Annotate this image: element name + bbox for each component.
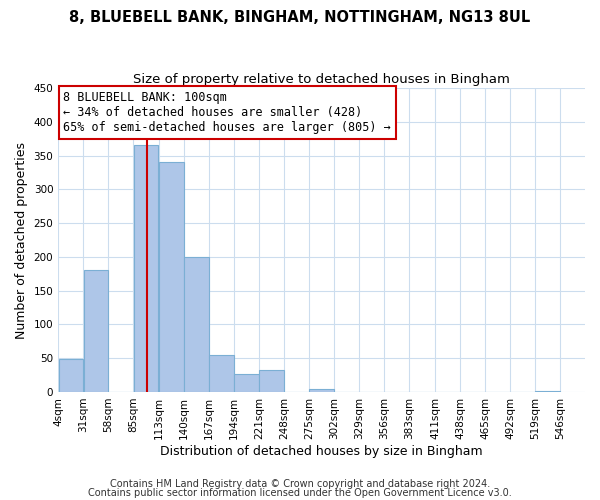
Bar <box>184 257 209 392</box>
Bar <box>134 146 158 392</box>
Bar <box>235 374 259 392</box>
Y-axis label: Number of detached properties: Number of detached properties <box>15 142 28 338</box>
Bar <box>59 359 83 392</box>
Bar <box>310 388 334 392</box>
Text: Contains public sector information licensed under the Open Government Licence v3: Contains public sector information licen… <box>88 488 512 498</box>
Text: Contains HM Land Registry data © Crown copyright and database right 2024.: Contains HM Land Registry data © Crown c… <box>110 479 490 489</box>
Text: 8, BLUEBELL BANK, BINGHAM, NOTTINGHAM, NG13 8UL: 8, BLUEBELL BANK, BINGHAM, NOTTINGHAM, N… <box>70 10 530 25</box>
Bar <box>160 162 184 392</box>
Bar <box>209 355 234 392</box>
X-axis label: Distribution of detached houses by size in Bingham: Distribution of detached houses by size … <box>160 444 483 458</box>
Bar <box>83 270 108 392</box>
Bar <box>259 370 284 392</box>
Text: 8 BLUEBELL BANK: 100sqm
← 34% of detached houses are smaller (428)
65% of semi-d: 8 BLUEBELL BANK: 100sqm ← 34% of detache… <box>64 91 391 134</box>
Bar <box>535 390 560 392</box>
Title: Size of property relative to detached houses in Bingham: Size of property relative to detached ho… <box>133 72 510 86</box>
